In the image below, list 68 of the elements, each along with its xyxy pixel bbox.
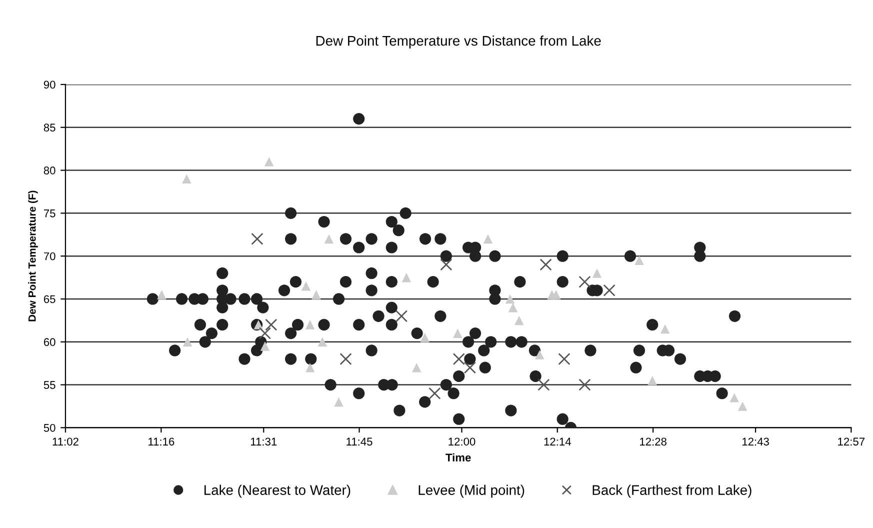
point [428, 387, 441, 400]
point [402, 272, 412, 282]
point [558, 352, 570, 366]
x-tick-label: 11:02 [52, 438, 78, 446]
point [464, 362, 476, 374]
point [534, 350, 544, 360]
point [420, 332, 430, 342]
point [312, 290, 321, 300]
point [660, 324, 670, 334]
point [730, 392, 740, 402]
legend-label: Lake (Nearest to Water) [204, 484, 350, 498]
legend-label: Back (Farthest from Lake) [592, 484, 752, 498]
point [265, 318, 278, 331]
point [254, 320, 264, 330]
point [634, 256, 644, 266]
point [251, 232, 264, 245]
y-tick-label: 55 [44, 381, 56, 389]
point [412, 362, 422, 372]
point [340, 352, 352, 366]
point [452, 352, 465, 366]
point [301, 281, 311, 291]
x-tick-label: 12:43 [742, 438, 769, 446]
point [264, 157, 274, 166]
point [440, 258, 452, 271]
y-tick-label: 60 [44, 338, 56, 346]
y-tick-label: 75 [44, 210, 56, 218]
point [648, 376, 658, 386]
x-tick-label: 11:45 [346, 438, 372, 446]
point [514, 316, 524, 326]
x-tick-label: 12:00 [448, 438, 476, 446]
chart-title: Dew Point Temperature vs Distance from Lake [316, 36, 601, 48]
point [505, 294, 515, 304]
point [395, 310, 408, 322]
point [483, 234, 493, 244]
y-tick-label: 90 [44, 80, 56, 89]
point [452, 328, 462, 338]
point [551, 290, 561, 300]
x-tick-label: 12:28 [640, 438, 666, 446]
x-tick-label: 11:31 [250, 438, 277, 446]
point [578, 378, 591, 391]
y-axis-title: Dew Point Temperature (F) [28, 190, 38, 322]
point [258, 327, 272, 340]
point [540, 258, 552, 271]
point [334, 397, 344, 407]
y-tick-label: 70 [44, 252, 56, 260]
point [182, 337, 192, 347]
y-tick-label: 80 [44, 166, 56, 174]
legend-label: Levee (Mid point) [418, 484, 524, 498]
point [538, 378, 550, 391]
point [738, 402, 748, 411]
y-tick-label: 65 [44, 295, 56, 304]
y-tick-label: 50 [44, 424, 56, 432]
point [592, 268, 602, 278]
point [305, 362, 315, 372]
point [157, 290, 166, 300]
x-tick-label: 12:57 [838, 438, 865, 446]
point [260, 342, 270, 351]
point [578, 276, 591, 288]
y-tick-label: 85 [44, 124, 56, 132]
point [603, 284, 616, 296]
x-axis-title: Time [446, 453, 471, 462]
x-tick-label: 11:16 [148, 438, 174, 446]
point [508, 302, 518, 312]
point [324, 234, 334, 244]
x-tick-label: 12:14 [544, 438, 571, 446]
point [182, 174, 192, 184]
point [305, 320, 315, 330]
point [318, 337, 328, 347]
